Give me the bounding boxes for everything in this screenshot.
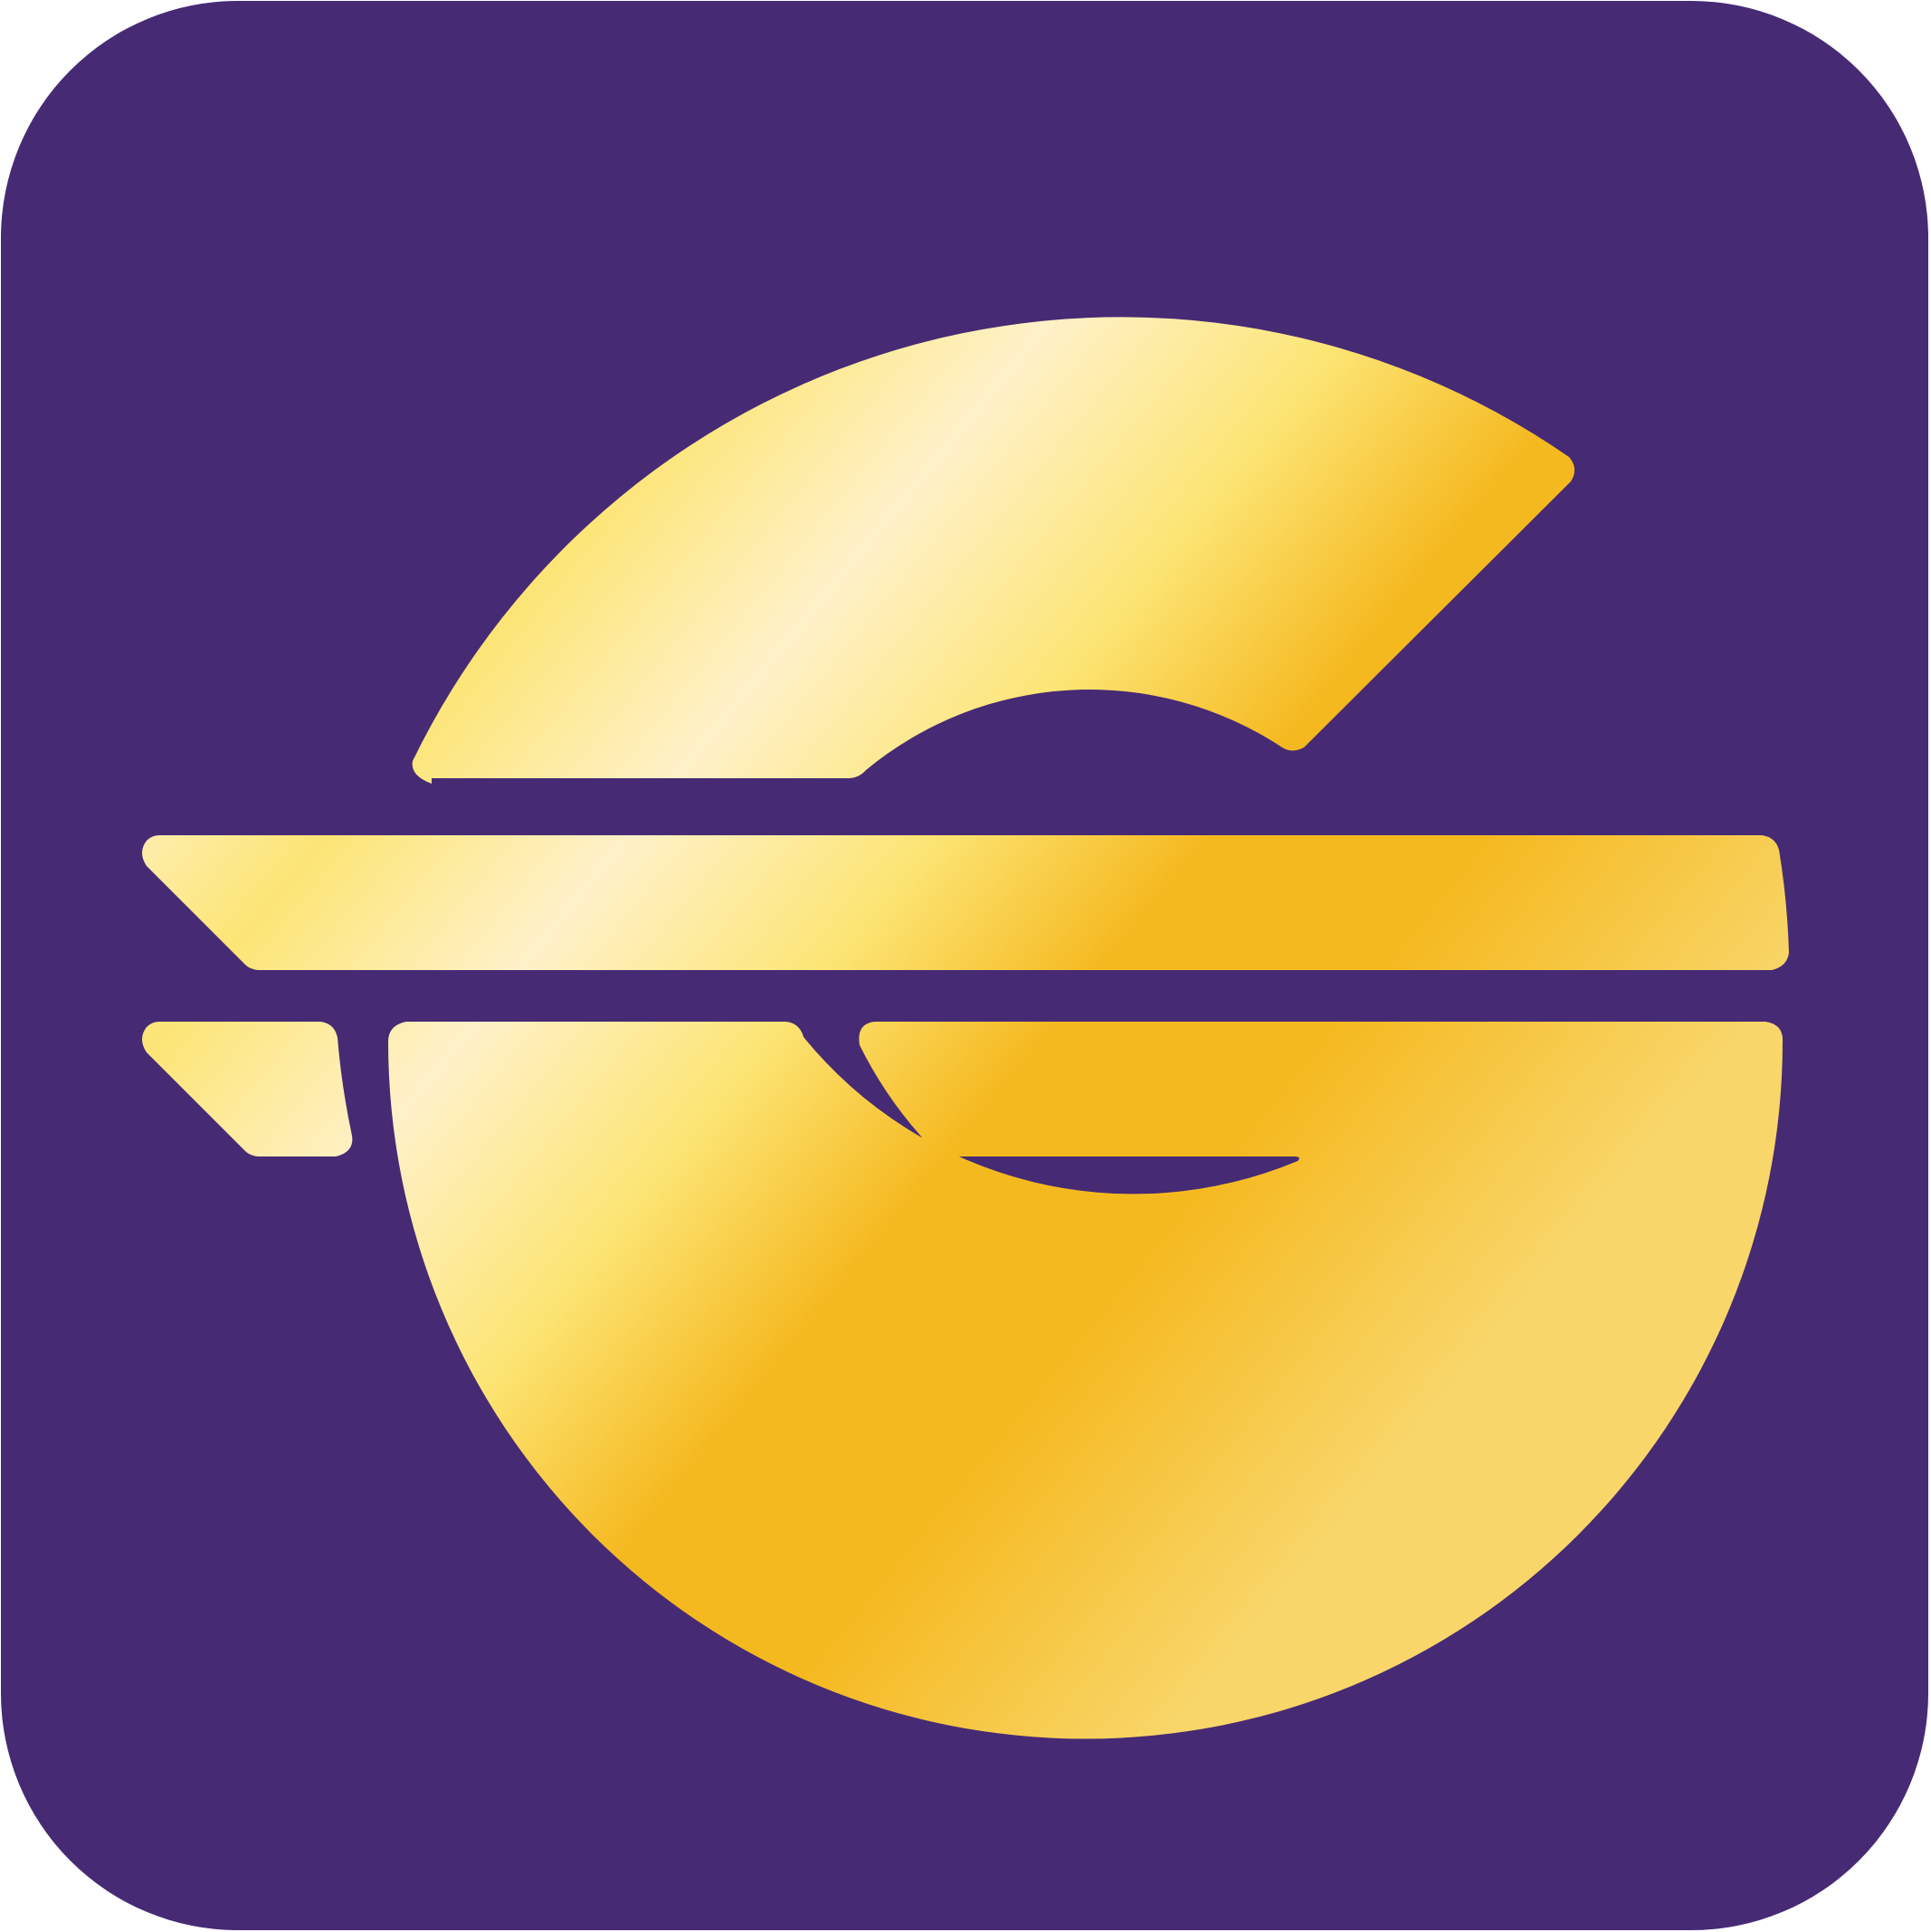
g-middle-bar-shape bbox=[142, 835, 1789, 970]
g-upper-arc-shape bbox=[412, 317, 1575, 784]
g-small-left-bar-shape bbox=[142, 1022, 353, 1156]
g-lower-bowl-shape bbox=[388, 1022, 1784, 1739]
